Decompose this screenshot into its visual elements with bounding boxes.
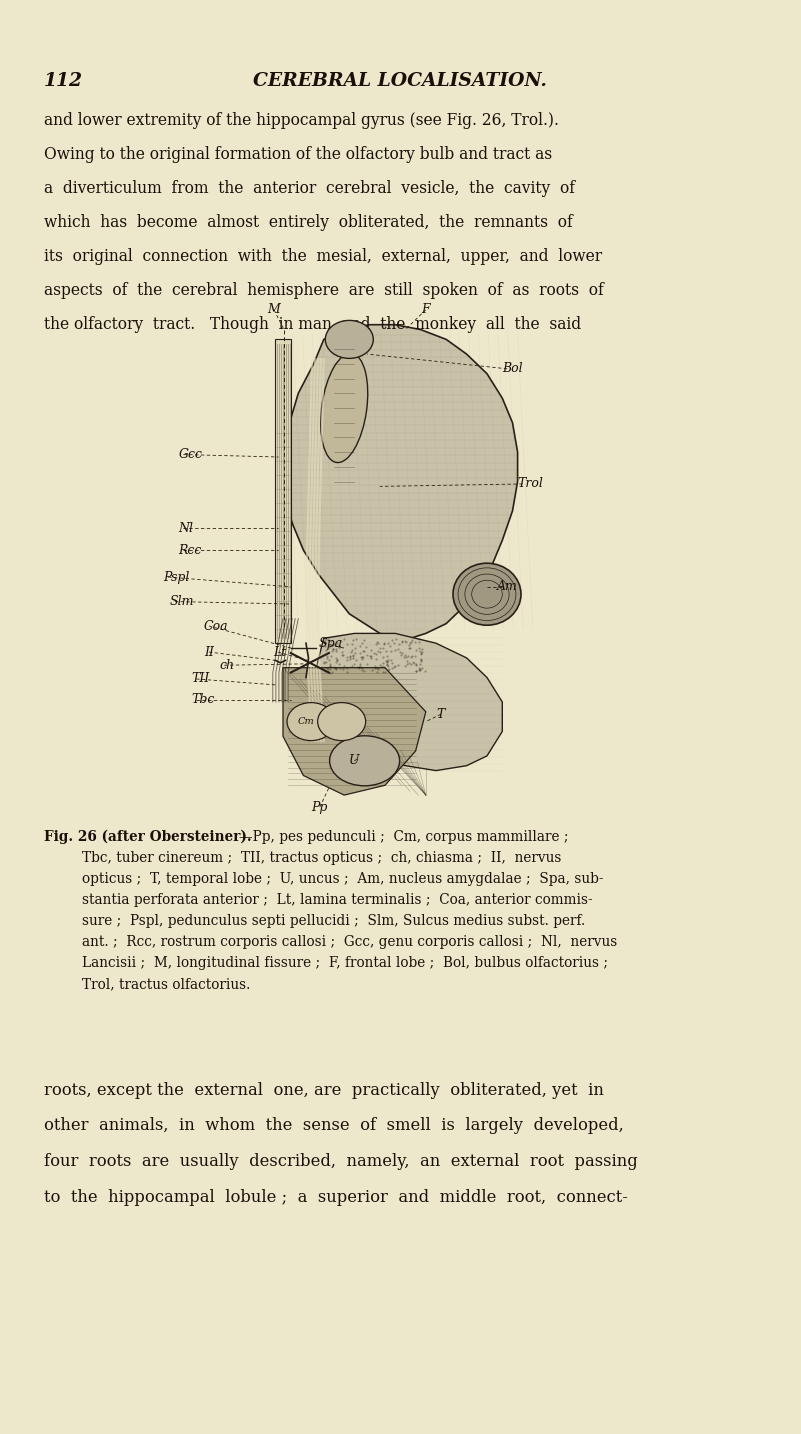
Text: Nl: Nl bbox=[179, 522, 194, 535]
Polygon shape bbox=[314, 634, 502, 770]
Text: T: T bbox=[436, 708, 445, 721]
Text: —Pp, pes pedunculi ;  Cm, corpus mammillare ;: —Pp, pes pedunculi ; Cm, corpus mammilla… bbox=[239, 830, 569, 845]
Text: Spa: Spa bbox=[319, 637, 343, 650]
Text: and lower extremity of the hippocampal gyrus (see Fig. 26, Trol.).: and lower extremity of the hippocampal g… bbox=[44, 112, 559, 129]
Text: Slm: Slm bbox=[170, 595, 195, 608]
Text: M: M bbox=[268, 304, 280, 317]
Text: Tbc: Tbc bbox=[191, 693, 215, 706]
Text: sure ;  Pspl, pedunculus septi pellucidi ;  Slm, Sulcus medius subst. perf.: sure ; Pspl, pedunculus septi pellucidi … bbox=[82, 913, 586, 928]
Text: Pp: Pp bbox=[312, 800, 328, 813]
Text: Fig. 26 (after Obersteiner).: Fig. 26 (after Obersteiner). bbox=[44, 830, 252, 845]
Text: Lt: Lt bbox=[273, 645, 286, 658]
Text: II: II bbox=[204, 645, 214, 658]
Text: the olfactory  tract.   Though  in man  and  the  monkey  all  the  said: the olfactory tract. Though in man and t… bbox=[44, 315, 582, 333]
Polygon shape bbox=[283, 324, 517, 638]
Text: its  original  connection  with  the  mesial,  external,  upper,  and  lower: its original connection with the mesial,… bbox=[44, 248, 602, 265]
Ellipse shape bbox=[453, 564, 521, 625]
Text: stantia perforata anterior ;  Lt, lamina terminalis ;  Coa, anterior commis-: stantia perforata anterior ; Lt, lamina … bbox=[82, 893, 593, 906]
Text: ch: ch bbox=[219, 658, 234, 671]
Polygon shape bbox=[276, 340, 291, 644]
Text: to  the  hippocampal  lobule ;  a  superior  and  middle  root,  connect-: to the hippocampal lobule ; a superior a… bbox=[44, 1189, 628, 1206]
Polygon shape bbox=[283, 668, 426, 794]
Text: Pspl: Pspl bbox=[163, 571, 190, 584]
Text: U: U bbox=[349, 754, 360, 767]
Text: a  diverticulum  from  the  anterior  cerebral  vesicle,  the  cavity  of: a diverticulum from the anterior cerebra… bbox=[44, 181, 575, 196]
Text: Trol: Trol bbox=[517, 478, 543, 490]
Text: Cm: Cm bbox=[298, 717, 315, 726]
Ellipse shape bbox=[287, 703, 335, 740]
Text: F: F bbox=[421, 304, 429, 317]
Ellipse shape bbox=[320, 353, 368, 463]
Text: CEREBRAL LOCALISATION.: CEREBRAL LOCALISATION. bbox=[253, 72, 547, 90]
Text: opticus ;  T, temporal lobe ;  U, uncus ;  Am, nucleus amygdalae ;  Spa, sub-: opticus ; T, temporal lobe ; U, uncus ; … bbox=[82, 872, 604, 886]
Text: Trol, tractus olfactorius.: Trol, tractus olfactorius. bbox=[82, 977, 251, 991]
Text: which  has  become  almost  entirely  obliterated,  the  remnants  of: which has become almost entirely obliter… bbox=[44, 214, 573, 231]
Text: Rcc: Rcc bbox=[179, 543, 202, 556]
Text: 112: 112 bbox=[44, 72, 83, 90]
Text: four  roots  are  usually  described,  namely,  an  external  root  passing: four roots are usually described, namely… bbox=[44, 1153, 638, 1170]
Text: aspects  of  the  cerebral  hemisphere  are  still  spoken  of  as  roots  of: aspects of the cerebral hemisphere are s… bbox=[44, 282, 604, 300]
Text: Tbc, tuber cinereum ;  TII, tractus opticus ;  ch, chiasma ;  II,  nervus: Tbc, tuber cinereum ; TII, tractus optic… bbox=[82, 850, 562, 865]
Text: Owing to the original formation of the olfactory bulb and tract as: Owing to the original formation of the o… bbox=[44, 146, 552, 163]
Text: Lancisii ;  M, longitudinal fissure ;  F, frontal lobe ;  Bol, bulbus olfactoriu: Lancisii ; M, longitudinal fissure ; F, … bbox=[82, 956, 608, 969]
Text: Coa: Coa bbox=[204, 619, 228, 632]
Ellipse shape bbox=[318, 703, 365, 740]
Ellipse shape bbox=[325, 320, 373, 358]
Text: ant. ;  Rcc, rostrum corporis callosi ;  Gcc, genu corporis callosi ;  Nl,  nerv: ant. ; Rcc, rostrum corporis callosi ; G… bbox=[82, 935, 618, 949]
Text: Am: Am bbox=[497, 581, 518, 594]
Text: Bol: Bol bbox=[502, 363, 523, 376]
Ellipse shape bbox=[329, 736, 400, 786]
Text: roots, except the  external  one, are  practically  obliterated, yet  in: roots, except the external one, are prac… bbox=[44, 1083, 604, 1098]
Text: Gcc: Gcc bbox=[179, 447, 203, 462]
Text: other  animals,  in  whom  the  sense  of  smell  is  largely  developed,: other animals, in whom the sense of smel… bbox=[44, 1117, 624, 1134]
Text: TII: TII bbox=[191, 673, 210, 685]
